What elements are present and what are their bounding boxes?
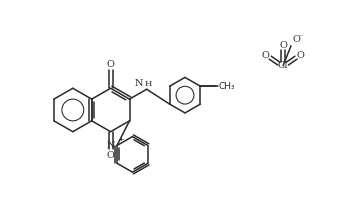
Text: Cl: Cl <box>278 61 288 70</box>
Text: O: O <box>296 51 304 60</box>
Text: O: O <box>107 60 115 69</box>
Text: O: O <box>292 35 300 44</box>
Text: O: O <box>262 51 270 60</box>
Text: +: + <box>118 137 123 141</box>
Text: N: N <box>107 141 115 150</box>
Text: CH₃: CH₃ <box>218 82 235 91</box>
Text: ⁻: ⁻ <box>298 32 302 41</box>
Text: O: O <box>107 151 115 160</box>
Text: N: N <box>135 79 143 88</box>
Text: H: H <box>145 80 152 88</box>
Text: O: O <box>279 41 287 50</box>
